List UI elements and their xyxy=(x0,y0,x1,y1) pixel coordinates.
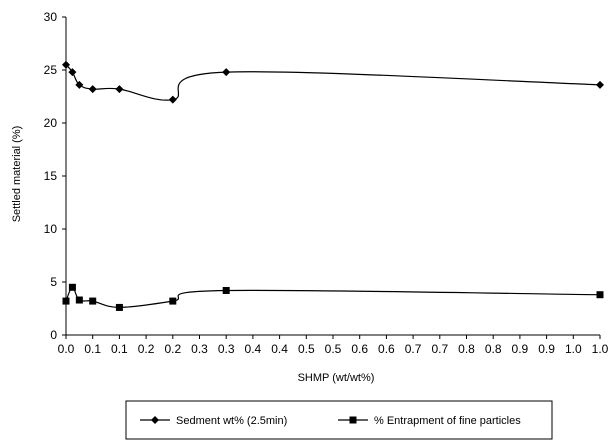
x-tick-label: 0.6 xyxy=(378,342,395,356)
x-tick-label: 0.9 xyxy=(538,342,555,356)
legend-entry-label: Sedment wt% (2.5min) xyxy=(176,415,287,427)
series-1-point xyxy=(596,80,604,89)
x-tick-label: 0.5 xyxy=(325,342,342,356)
series-line-2 xyxy=(65,286,601,309)
series-2-point xyxy=(75,296,83,304)
x-tick-label: 0.1 xyxy=(84,342,101,356)
series-2-point xyxy=(62,297,70,305)
series-1-point xyxy=(75,80,84,89)
x-tick-label: 0.3 xyxy=(218,342,235,356)
x-tick-label: 0.8 xyxy=(485,342,502,356)
series-1-point xyxy=(168,95,177,104)
y-tick-label: 30 xyxy=(44,10,58,24)
series-2-point xyxy=(68,283,76,291)
x-tick-label: 0.7 xyxy=(405,342,422,356)
series-2-point xyxy=(115,303,123,311)
series-2-point xyxy=(89,297,97,305)
legend-entry-label: % Entrapment of fine particles xyxy=(374,415,521,427)
y-tick-label: 20 xyxy=(44,116,58,130)
y-tick-label: 5 xyxy=(50,275,57,289)
x-tick-label: 0.2 xyxy=(138,342,155,356)
x-tick-label: 1.0 xyxy=(565,342,582,356)
x-tick-label: 0.8 xyxy=(458,342,475,356)
x-tick-label: 0.4 xyxy=(245,342,262,356)
y-tick-label: 10 xyxy=(44,222,58,236)
legend-swatch-marker xyxy=(151,416,159,424)
y-tick-label: 25 xyxy=(44,63,58,77)
series-1-point xyxy=(88,85,97,94)
x-tick-label: 0.4 xyxy=(271,342,288,356)
x-tick-label: 0.0 xyxy=(58,342,75,356)
series-2-point xyxy=(596,291,604,299)
series-1-point xyxy=(115,85,124,94)
legend-swatch-marker xyxy=(349,416,357,424)
series-1-point xyxy=(62,60,70,69)
x-tick-label: 0.5 xyxy=(298,342,315,356)
legend: Sedment wt% (2.5min) % Entrapment of fine… xyxy=(125,400,553,440)
x-tick-label: 0.6 xyxy=(351,342,368,356)
x-tick-label: 0.7 xyxy=(431,342,448,356)
plot-area: 0 5 10 15 20 25 30 0.0 0.1 0.1 0.2 0.2 0.3 0.3 0.4 0.4 0… xyxy=(44,10,609,356)
x-tick-label: 0.2 xyxy=(164,342,181,356)
x-axis-title: SHMP (wt/wt%) xyxy=(298,372,375,384)
series-1-point xyxy=(68,68,77,77)
series-1-point xyxy=(222,68,231,77)
x-tick-label: 0.1 xyxy=(111,342,128,356)
series-2-point xyxy=(222,286,230,294)
x-tick-label: 1.0 xyxy=(592,342,609,356)
x-tick-label: 0.3 xyxy=(191,342,208,356)
y-axis-title: Settled material (%) xyxy=(11,126,23,223)
y-tick-label: 0 xyxy=(50,328,57,342)
series-line-1 xyxy=(65,64,601,101)
y-tick-label: 15 xyxy=(44,169,58,183)
x-tick-label: 0.9 xyxy=(512,342,529,356)
series-2-point xyxy=(169,297,177,305)
